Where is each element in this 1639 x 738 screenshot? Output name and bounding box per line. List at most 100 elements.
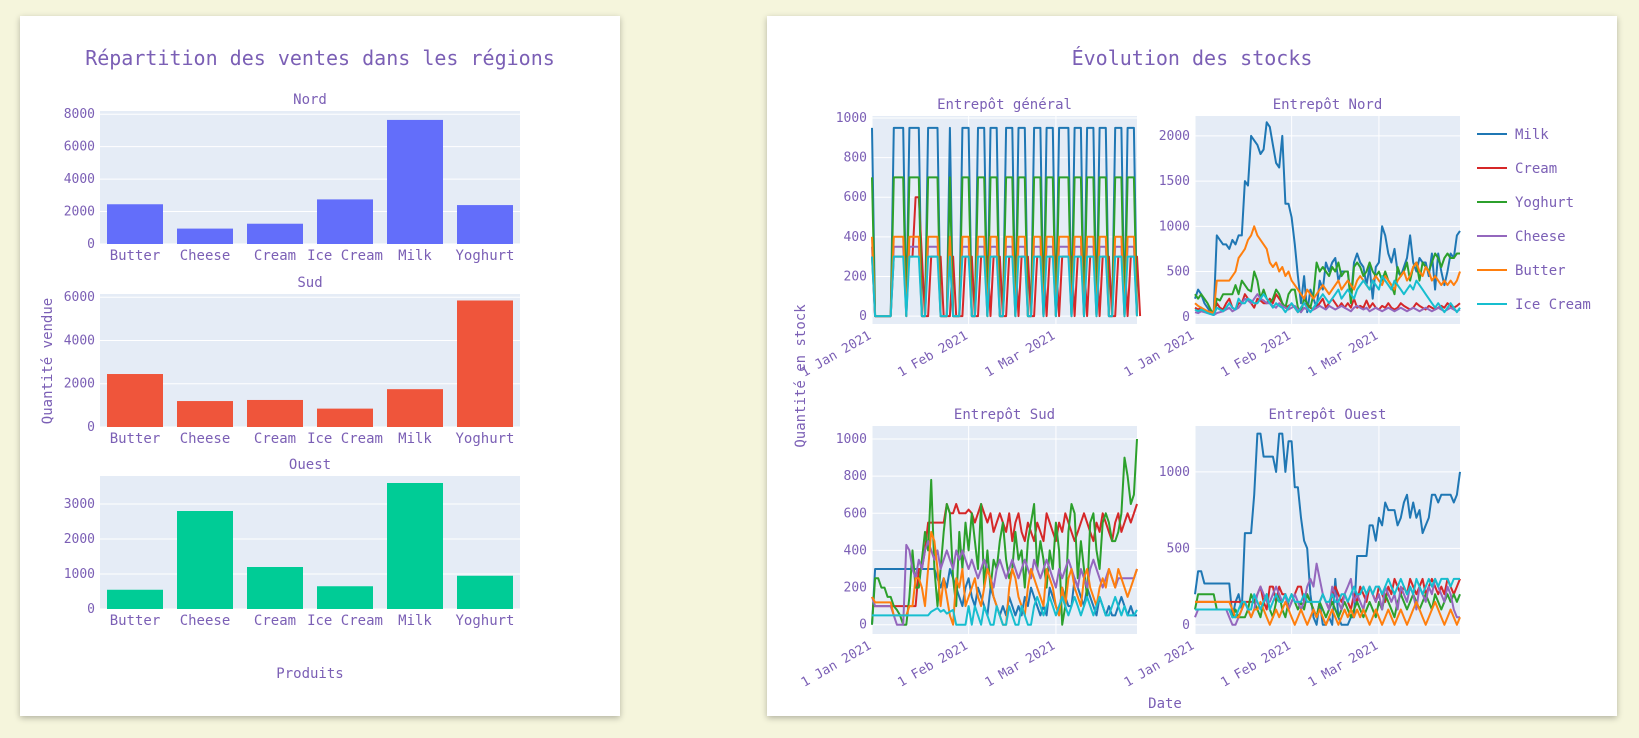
series-line-entrepot-nord-ice-cream bbox=[1194, 275, 1461, 316]
subplot-title-entrepot-general: Entrepôt général bbox=[937, 97, 1072, 113]
y-tick-label: 1000 bbox=[836, 111, 867, 126]
x-tick-label: 1 Jan 2021 bbox=[799, 638, 874, 690]
bar-sud-yoghurt bbox=[457, 300, 513, 427]
y-tick-label: 0 bbox=[1182, 310, 1190, 325]
x-tick-label: Butter bbox=[110, 613, 161, 629]
y-tick-label: 0 bbox=[87, 602, 95, 617]
x-tick-label: Yoghurt bbox=[455, 431, 514, 447]
plot-area-ouest bbox=[100, 476, 520, 609]
bar-nord-milk bbox=[387, 119, 443, 244]
y-tick-label: 2000 bbox=[64, 377, 95, 392]
bar-nord-ice-cream bbox=[317, 199, 373, 244]
x-tick-label: Ice Cream bbox=[307, 431, 383, 447]
bar-chart-nord: 0 2000 4000 6000 8000 Butter Cheese Cream Ice Cr… bbox=[64, 92, 520, 264]
y-tick-label: 1000 bbox=[1159, 465, 1190, 480]
bar-sud-butter bbox=[107, 374, 163, 427]
x-tick-label: Butter bbox=[110, 431, 161, 447]
bar-ouest-cream bbox=[247, 567, 303, 609]
y-tick-label: 2000 bbox=[64, 205, 95, 220]
x-tick-label: 1 Feb 2021 bbox=[1218, 328, 1293, 380]
bar-nord-butter bbox=[107, 204, 163, 244]
legend: Milk Cream Yoghurt Cheese Butter Ice Cream bbox=[1477, 127, 1591, 313]
series-line-entrepot-general-ice-cream bbox=[871, 255, 1138, 318]
y-tick-label: 500 bbox=[1167, 265, 1190, 280]
bar-ouest-yoghurt bbox=[457, 575, 513, 609]
bar-sud-cream bbox=[247, 399, 303, 427]
stock-card: Évolution des stocks 0 200 400 600 800 1000 1 … bbox=[767, 16, 1617, 716]
line-chart-entrepot-ouest: 0 500 1000 1 Jan 2021 1 Feb 2021 1 Mar 2021 En… bbox=[1122, 407, 1461, 691]
subplot-title-entrepot-ouest: Entrepôt Ouest bbox=[1268, 407, 1386, 423]
bar-ouest-cheese bbox=[177, 511, 233, 609]
x-tick-label: Yoghurt bbox=[455, 248, 514, 264]
x-tick-label: Butter bbox=[110, 248, 161, 264]
legend-label: Ice Cream bbox=[1515, 297, 1591, 313]
bar-sud-ice-cream bbox=[317, 408, 373, 427]
y-tick-label: 600 bbox=[844, 190, 867, 205]
subplot-title-ouest: Ouest bbox=[289, 457, 331, 473]
y-tick-label: 4000 bbox=[64, 333, 95, 348]
legend-item-ice-cream: Ice Cream bbox=[1477, 297, 1591, 313]
x-tick-label: Cheese bbox=[180, 248, 231, 264]
y-tick-label: 1000 bbox=[64, 567, 95, 582]
x-tick-label: 1 Jan 2021 bbox=[1122, 638, 1197, 690]
plot-area-sud bbox=[100, 294, 520, 427]
legend-item-yoghurt: Yoghurt bbox=[1477, 195, 1574, 211]
y-tick-label: 4000 bbox=[64, 172, 95, 187]
bar-ouest-ice-cream bbox=[317, 586, 373, 609]
x-tick-label: 1 Mar 2021 bbox=[983, 328, 1058, 380]
y-tick-label: 800 bbox=[844, 151, 867, 166]
x-tick-label: Cream bbox=[254, 248, 296, 264]
bar-sud-milk bbox=[387, 389, 443, 427]
y-tick-label: 0 bbox=[1182, 618, 1190, 633]
series-line-entrepot-nord-cream bbox=[1194, 293, 1461, 316]
legend-label: Milk bbox=[1515, 127, 1549, 143]
sales-charts-svg: 0 2000 4000 6000 8000 Butter Cheese Cream Ice Cr… bbox=[40, 92, 520, 682]
series-line-entrepot-nord-milk bbox=[1194, 121, 1461, 314]
x-axis-title: Date bbox=[1148, 696, 1182, 712]
subplot-title-sud: Sud bbox=[297, 275, 322, 291]
legend-item-butter: Butter bbox=[1477, 263, 1566, 279]
bar-sud-cheese bbox=[177, 401, 233, 427]
x-tick-label: Milk bbox=[398, 248, 432, 264]
x-tick-label: 1 Jan 2021 bbox=[799, 328, 874, 380]
bar-nord-yoghurt bbox=[457, 205, 513, 244]
sales-title: Répartition des ventes dans les régions bbox=[85, 46, 555, 70]
series-line-entrepot-sud-yoghurt bbox=[871, 438, 1138, 626]
x-tick-label: Milk bbox=[398, 613, 432, 629]
series-line-entrepot-ouest-ice-cream bbox=[1195, 577, 1460, 619]
legend-label: Butter bbox=[1515, 263, 1566, 279]
subplot-title-entrepot-sud: Entrepôt Sud bbox=[954, 407, 1055, 423]
y-tick-label: 6000 bbox=[64, 290, 95, 305]
series-line-entrepot-sud-cheese bbox=[871, 540, 1138, 626]
y-tick-label: 400 bbox=[844, 230, 867, 245]
bar-chart-sud: 0 2000 4000 6000 Butter Cheese Cream Ice Cream M… bbox=[64, 275, 520, 447]
x-tick-label: 1 Mar 2021 bbox=[1306, 638, 1381, 690]
bar-ouest-butter bbox=[107, 589, 163, 609]
x-tick-label: 1 Feb 2021 bbox=[1218, 638, 1293, 690]
legend-label: Yoghurt bbox=[1515, 195, 1574, 211]
y-tick-label: 0 bbox=[87, 420, 95, 435]
y-tick-label: 3000 bbox=[64, 497, 95, 512]
line-chart-entrepot-sud: 0 200 400 600 800 1000 1 Jan 2021 1 Feb 2021 1 M… bbox=[799, 407, 1138, 691]
y-tick-label: 800 bbox=[844, 469, 867, 484]
x-tick-label: Cheese bbox=[180, 613, 231, 629]
y-tick-label: 8000 bbox=[64, 107, 95, 122]
y-tick-label: 200 bbox=[844, 269, 867, 284]
x-tick-label: Yoghurt bbox=[455, 613, 514, 629]
subplot-title-entrepot-nord: Entrepôt Nord bbox=[1273, 97, 1383, 113]
series-line-entrepot-general-yoghurt bbox=[871, 176, 1138, 318]
x-tick-label: Cream bbox=[254, 613, 296, 629]
bar-nord-cream bbox=[247, 223, 303, 244]
y-tick-label: 0 bbox=[87, 237, 95, 252]
line-chart-entrepot-nord: 0 500 1000 1500 2000 1 Jan 2021 1 Feb 2021 1 Ma… bbox=[1122, 97, 1461, 381]
series-line-entrepot-nord-butter bbox=[1194, 225, 1461, 315]
line-chart-entrepot-general: 0 200 400 600 800 1000 1 Jan 2021 1 Feb 2021 1 M… bbox=[799, 97, 1142, 381]
series-line-entrepot-ouest-butter bbox=[1195, 600, 1461, 626]
series-line-entrepot-sud-milk bbox=[871, 568, 1137, 625]
bar-ouest-milk bbox=[387, 483, 443, 609]
y-tick-label: 400 bbox=[844, 543, 867, 558]
y-tick-label: 0 bbox=[859, 618, 867, 633]
x-tick-label: 1 Mar 2021 bbox=[1306, 328, 1381, 380]
y-tick-label: 2000 bbox=[1159, 129, 1190, 144]
